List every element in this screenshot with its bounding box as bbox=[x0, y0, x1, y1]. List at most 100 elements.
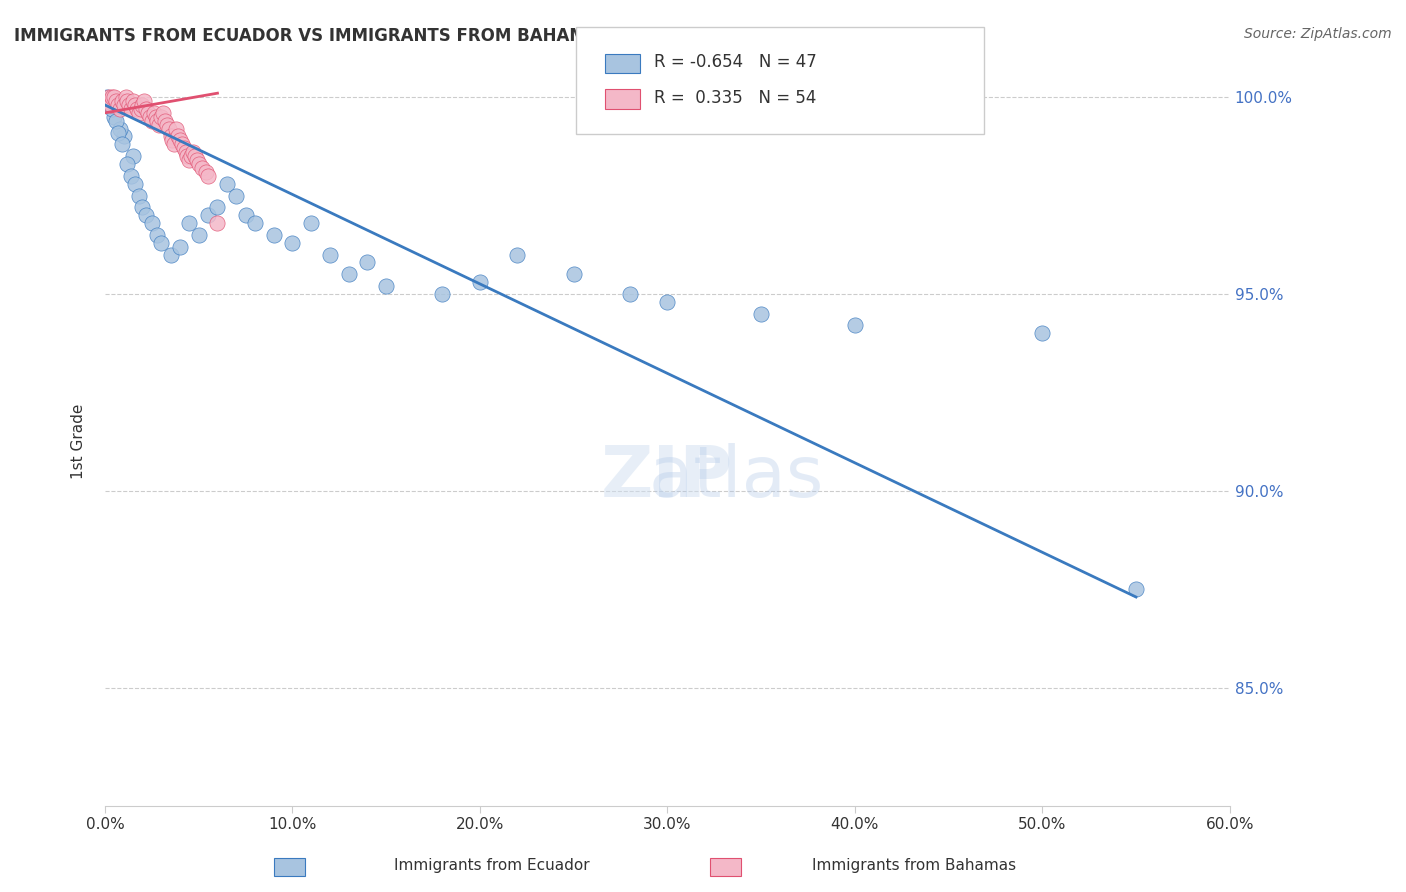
Point bbox=[96, 90, 118, 104]
Point bbox=[118, 98, 141, 112]
Point bbox=[432, 287, 454, 301]
Point bbox=[162, 133, 184, 147]
Point bbox=[136, 106, 159, 120]
Point bbox=[191, 161, 214, 175]
Point bbox=[181, 145, 204, 160]
Point bbox=[169, 240, 191, 254]
Point bbox=[176, 149, 198, 163]
Point bbox=[152, 106, 174, 120]
Point bbox=[187, 227, 209, 242]
Point bbox=[174, 145, 197, 160]
Point bbox=[156, 118, 179, 132]
Point bbox=[148, 118, 170, 132]
Point bbox=[167, 129, 190, 144]
Point bbox=[146, 113, 169, 128]
Text: R =  0.335   N = 54: R = 0.335 N = 54 bbox=[654, 89, 815, 107]
Point bbox=[129, 102, 152, 116]
Point bbox=[749, 307, 772, 321]
Point bbox=[128, 188, 150, 202]
Point bbox=[844, 318, 866, 333]
Text: Immigrants from Ecuador: Immigrants from Ecuador bbox=[394, 858, 591, 872]
Point bbox=[120, 102, 142, 116]
Point bbox=[111, 137, 134, 152]
Point bbox=[619, 287, 641, 301]
Point bbox=[131, 98, 153, 112]
Point bbox=[131, 200, 153, 214]
Point bbox=[356, 255, 378, 269]
Point bbox=[375, 279, 398, 293]
Point bbox=[114, 90, 136, 104]
Point bbox=[105, 94, 128, 108]
Point bbox=[243, 216, 266, 230]
Point bbox=[562, 267, 585, 281]
Point bbox=[235, 208, 257, 222]
Point bbox=[506, 247, 529, 261]
Point bbox=[180, 149, 202, 163]
Point bbox=[145, 110, 167, 124]
Point bbox=[112, 98, 135, 112]
Point bbox=[184, 149, 207, 163]
Point bbox=[169, 133, 191, 147]
Y-axis label: 1st Grade: 1st Grade bbox=[72, 404, 86, 479]
Point bbox=[141, 113, 163, 128]
Point bbox=[207, 216, 229, 230]
Point bbox=[128, 106, 150, 120]
Point bbox=[150, 235, 173, 250]
Point bbox=[197, 208, 219, 222]
Point bbox=[195, 165, 218, 179]
Point bbox=[207, 200, 229, 214]
Point bbox=[150, 110, 173, 124]
Point bbox=[337, 267, 360, 281]
Point bbox=[122, 149, 145, 163]
Point bbox=[96, 94, 118, 108]
Point bbox=[135, 208, 157, 222]
Text: ZIP: ZIP bbox=[602, 443, 734, 512]
Point bbox=[105, 113, 128, 128]
Point bbox=[103, 90, 125, 104]
Point bbox=[135, 102, 157, 116]
Text: IMMIGRANTS FROM ECUADOR VS IMMIGRANTS FROM BAHAMAS 1ST GRADE CORRELATION CHART: IMMIGRANTS FROM ECUADOR VS IMMIGRANTS FR… bbox=[14, 27, 927, 45]
Point bbox=[170, 137, 193, 152]
Point bbox=[97, 90, 120, 104]
Point bbox=[179, 153, 201, 167]
Point bbox=[107, 98, 129, 112]
Point bbox=[100, 98, 122, 112]
Point bbox=[124, 177, 146, 191]
Text: atlas: atlas bbox=[512, 443, 824, 512]
Point bbox=[141, 216, 163, 230]
Point bbox=[124, 98, 146, 112]
Point bbox=[101, 102, 124, 116]
Point bbox=[215, 177, 238, 191]
Point bbox=[108, 102, 131, 116]
Point bbox=[111, 94, 134, 108]
Point bbox=[1031, 326, 1053, 341]
Point bbox=[468, 275, 491, 289]
Point bbox=[146, 227, 169, 242]
Point bbox=[122, 94, 145, 108]
Point bbox=[134, 94, 156, 108]
Point bbox=[117, 157, 139, 171]
Point bbox=[100, 98, 122, 112]
Point bbox=[112, 129, 135, 144]
Text: Source: ZipAtlas.com: Source: ZipAtlas.com bbox=[1244, 27, 1392, 41]
Point bbox=[263, 227, 285, 242]
Point bbox=[153, 113, 176, 128]
Point bbox=[125, 102, 148, 116]
Point bbox=[173, 141, 195, 155]
Text: R = -0.654   N = 47: R = -0.654 N = 47 bbox=[654, 54, 817, 71]
Point bbox=[319, 247, 342, 261]
Point bbox=[108, 121, 131, 136]
Point bbox=[299, 216, 322, 230]
Point bbox=[197, 169, 219, 183]
Point bbox=[107, 126, 129, 140]
Point bbox=[97, 94, 120, 108]
Point bbox=[225, 188, 247, 202]
Point bbox=[142, 106, 165, 120]
Point bbox=[157, 121, 180, 136]
Point bbox=[657, 294, 679, 309]
Point bbox=[117, 94, 139, 108]
Point bbox=[139, 110, 162, 124]
Point bbox=[159, 247, 181, 261]
Point bbox=[103, 110, 125, 124]
Point bbox=[1125, 582, 1147, 596]
